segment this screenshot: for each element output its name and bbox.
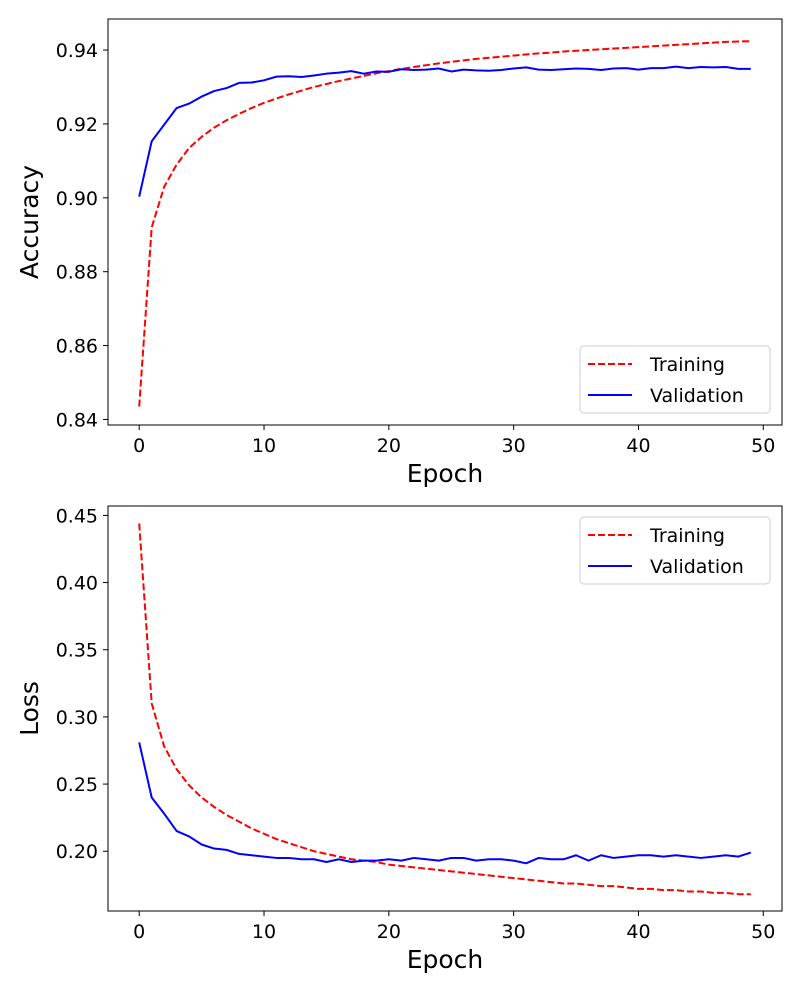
accuracy-legend-validation-label: Validation xyxy=(650,385,744,407)
accuracy-axes-frame xyxy=(107,18,783,426)
accuracy-validation-line xyxy=(138,65,751,197)
accuracy-ylabel: Accuracy xyxy=(15,165,44,279)
loss-ytick-label: 0.20 xyxy=(56,841,98,863)
loss-xtick-label: 10 xyxy=(252,921,276,943)
accuracy-xlabel: Epoch xyxy=(407,459,484,488)
loss-ytick-label: 0.30 xyxy=(56,707,98,729)
accuracy-panel: 0 10 20 30 40 50 0.84 0.86 0.88 0.90 0.92 0.94 Epoch… xyxy=(15,18,783,488)
loss-ytick-label: 0.35 xyxy=(56,640,98,662)
loss-ytick-label: 0.45 xyxy=(56,505,98,527)
loss-xtick-label: 0 xyxy=(133,921,145,943)
loss-legend: Training Validation xyxy=(579,516,771,585)
loss-panel: 0 10 20 30 40 50 0.20 0.25 0.30 0.35 0.40 0.45 Epoch… xyxy=(15,505,783,974)
accuracy-training-line xyxy=(138,40,751,407)
accuracy-xtick-label: 10 xyxy=(252,435,276,457)
accuracy-legend: Training Validation xyxy=(579,345,771,414)
loss-axes-frame xyxy=(107,505,783,912)
loss-xlabel: Epoch xyxy=(407,945,484,974)
loss-legend-validation-label: Validation xyxy=(650,556,744,578)
accuracy-ytick-label: 0.90 xyxy=(56,188,98,210)
loss-validation-line xyxy=(138,742,752,865)
accuracy-legend-box xyxy=(579,345,771,414)
loss-xtick-label: 30 xyxy=(502,921,526,943)
accuracy-xtick-label: 40 xyxy=(626,435,650,457)
loss-ytick-label: 0.40 xyxy=(56,573,98,595)
accuracy-ytick-label: 0.88 xyxy=(56,262,98,284)
accuracy-ytick-label: 0.92 xyxy=(56,114,98,136)
loss-legend-training-label: Training xyxy=(649,525,725,547)
loss-ylabel: Loss xyxy=(15,681,44,736)
accuracy-ytick-label: 0.84 xyxy=(56,409,98,431)
accuracy-xtick-label: 50 xyxy=(751,435,775,457)
loss-xtick-label: 40 xyxy=(626,921,650,943)
loss-xtick-label: 50 xyxy=(751,921,775,943)
loss-training-line xyxy=(138,523,751,896)
accuracy-xtick-label: 30 xyxy=(502,435,526,457)
loss-ytick-label: 0.25 xyxy=(56,774,98,796)
accuracy-xtick-label: 20 xyxy=(377,435,401,457)
accuracy-ytick-label: 0.86 xyxy=(56,336,98,358)
accuracy-legend-training-label: Training xyxy=(649,354,725,376)
accuracy-xtick-label: 0 xyxy=(133,435,145,457)
loss-xtick-label: 20 xyxy=(377,921,401,943)
loss-legend-box xyxy=(579,516,771,585)
accuracy-ytick-label: 0.94 xyxy=(56,40,98,62)
